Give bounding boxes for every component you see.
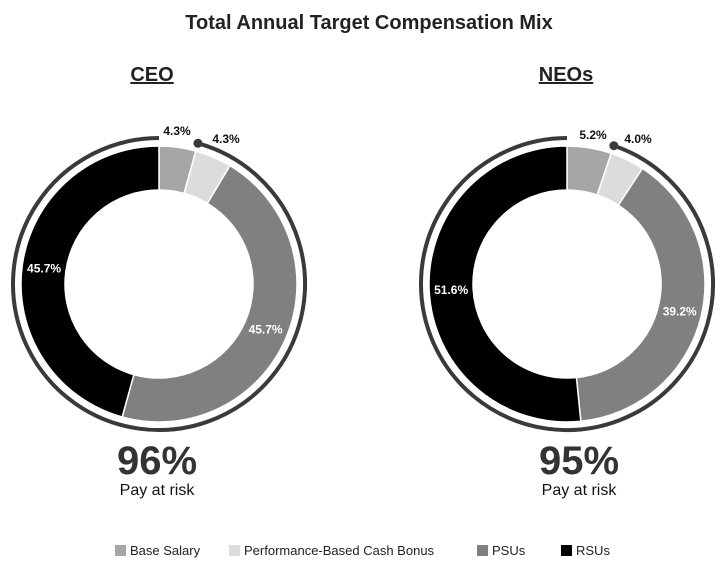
- slice-label-base-salary-ceo: 4.3%: [163, 124, 191, 138]
- pay-at-risk-label-ceo: Pay at risk: [120, 482, 196, 499]
- legend: Base Salary Performance-Based Cash Bonus P…: [115, 543, 610, 558]
- legend-swatch-base-salary: [115, 545, 126, 556]
- slice-labels-ceo: 4.3% 4.3% 45.7% 45.7%: [27, 124, 283, 337]
- slice-rsus-ceo: [20, 145, 160, 418]
- panel-title-ceo: CEO: [130, 64, 173, 86]
- slice-label-rsus-ceo: 45.7%: [27, 261, 61, 275]
- panel-ceo: CEO 4.3% 4.3% 45.7% 45.7% 96% Pay at risk: [11, 64, 308, 499]
- at-risk-arc-ceo: [11, 136, 308, 432]
- legend-swatch-rsus: [561, 545, 572, 556]
- legend-swatch-psus: [477, 545, 488, 556]
- slice-labels-neos: 5.2% 4.0% 39.2% 51.6%: [434, 128, 697, 318]
- legend-item-cash-bonus: Performance-Based Cash Bonus: [229, 543, 435, 558]
- at-risk-arc-start-dot-ceo: [193, 138, 203, 148]
- slice-label-cash-bonus-ceo: 4.3%: [212, 132, 240, 146]
- panel-title-neos: NEOs: [539, 64, 593, 86]
- slice-label-cash-bonus-neos: 4.0%: [624, 132, 652, 146]
- legend-label-cash-bonus: Performance-Based Cash Bonus: [244, 543, 435, 558]
- slice-rsus-neos: [428, 145, 582, 423]
- slice-label-base-salary-neos: 5.2%: [579, 128, 607, 142]
- pay-at-risk-value-neos: 95%: [539, 439, 619, 483]
- donut-ceo: [20, 145, 298, 423]
- legend-label-psus: PSUs: [492, 543, 526, 558]
- slice-label-psus-ceo: 45.7%: [249, 323, 283, 337]
- legend-label-base-salary: Base Salary: [130, 543, 201, 558]
- slice-label-rsus-neos: 51.6%: [434, 283, 468, 297]
- donut-neos: [428, 145, 706, 423]
- at-risk-arc-neos: [419, 136, 715, 432]
- slice-psus-ceo: [121, 164, 298, 423]
- legend-label-rsus: RSUs: [576, 543, 610, 558]
- legend-swatch-cash-bonus: [229, 545, 240, 556]
- chart-title: Total Annual Target Compensation Mix: [185, 12, 552, 34]
- slice-label-psus-neos: 39.2%: [663, 304, 697, 318]
- pay-at-risk-value-ceo: 96%: [117, 439, 197, 483]
- at-risk-arc-start-dot-neos: [609, 141, 619, 151]
- legend-item-base-salary: Base Salary: [115, 543, 201, 558]
- legend-item-rsus: RSUs: [561, 543, 610, 558]
- panel-neos: NEOs 5.2% 4.0% 39.2% 51.6% 95% Pay at risk: [419, 64, 715, 499]
- pay-at-risk-label-neos: Pay at risk: [542, 482, 618, 499]
- legend-item-psus: PSUs: [477, 543, 526, 558]
- slice-psus-neos: [575, 167, 706, 423]
- at-risk-ring-ceo: [11, 136, 308, 432]
- at-risk-ring-neos: [419, 136, 715, 432]
